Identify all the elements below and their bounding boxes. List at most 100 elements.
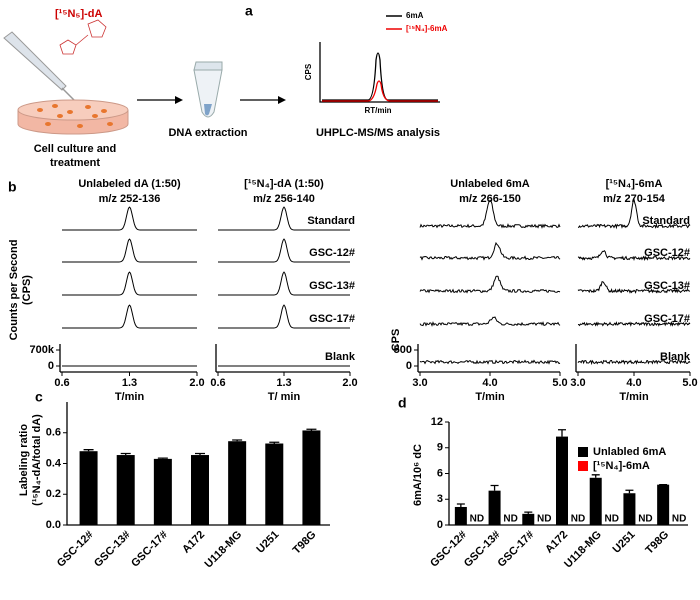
row-label: GSC-12# [309,247,355,259]
x-tick-label: 2.0 [342,377,357,389]
value-label: ND [638,514,652,525]
y-tick-label: 12 [431,416,443,428]
bar [488,490,501,525]
error-bar [456,503,465,507]
chart-title: m/z 270-154 [603,193,666,205]
x-tick-label: U251 [254,529,281,556]
y-tick-label: 3 [437,493,443,505]
panel-label: b [8,179,17,195]
error-bar [120,452,131,456]
axis [59,344,197,373]
x-tick-label: 0.6 [54,377,69,389]
step-label: UHPLC-MS/MS analysis [316,127,440,139]
value-label: ND [604,514,618,525]
error-bar [558,429,566,437]
chart-title: m/z 266-150 [459,193,521,205]
value-label: ND [571,514,585,525]
x-tick-label: 0.6 [210,377,225,389]
row-label: GSC-12# [644,247,690,259]
trace [419,275,561,294]
trace [419,241,561,261]
legend-swatch [578,461,588,471]
y-axis-label: CPS [390,329,402,352]
error-bar [195,452,205,456]
y-axis-label: 6mA/10⁶ dC [412,444,424,506]
error-bar [269,441,280,444]
chart-title: [¹⁵N₄]-6mA [606,178,663,190]
y-tick-label: 0.6 [46,427,61,439]
pipette [3,31,77,103]
x-tick-label: A172 [180,529,207,556]
value-label: ND [672,514,686,525]
panel-label: d [398,395,407,411]
culture-dish [17,99,129,135]
value-label: ND [503,514,517,525]
error-bar [83,449,94,452]
axis [417,344,560,373]
y-tick-label: 500 [394,344,412,356]
bar [116,455,135,525]
chart-title: m/z 252-136 [99,193,161,205]
x-tick-label: U118-MG [562,529,604,571]
panel-label: c [35,389,43,405]
error-bar [490,484,499,491]
bar [522,513,535,525]
x-axis-label: T/min [475,391,505,403]
chart-title: Unlabeled 6mA [450,178,530,190]
x-tick-label: 3.0 [412,377,427,389]
bar [153,458,172,525]
row-label: Standard [307,215,355,227]
row-label: GSC-17# [644,313,690,325]
x-tick-label: 5.0 [682,377,697,389]
y-axis-label: Counts per Second [8,240,20,341]
trace [218,271,350,296]
trace [218,238,350,263]
axis [575,344,690,373]
x-axis-label: T/ min [268,391,301,403]
bar [302,430,321,525]
trace [62,304,197,329]
trace [577,281,691,294]
x-tick-label: 4.0 [482,377,497,389]
y-tick-label: 0.4 [46,457,62,469]
y-axis-label: (CPS) [21,275,33,305]
x-tick-label: 4.0 [626,377,641,389]
legend-swatch [578,447,588,457]
error-bar [157,457,168,459]
trace [577,249,691,262]
row-label: GSC-13# [309,280,355,292]
x-axis-label: T/min [115,391,145,403]
trace [577,359,691,366]
axis [448,422,688,526]
arrow [137,96,183,104]
bar [589,477,602,525]
y-tick-label: 0 [48,360,54,372]
x-tick-label: T98G [643,529,671,557]
value-label: ND [537,514,551,525]
chart-title: m/z 256-140 [253,193,315,205]
bar [623,493,636,525]
error-bar [306,428,317,431]
x-tick-label: 3.0 [570,377,585,389]
step-label: DNA extraction [168,127,247,139]
chart-title: Unlabeled dA (1:50) [78,178,181,190]
y-tick-label: 0.2 [46,488,61,500]
bar [228,441,247,525]
error-bar [591,474,600,478]
y-tick-label: 0 [406,360,412,372]
x-tick-label: T98G [291,529,319,557]
legend-label: 6mA [406,11,424,20]
x-tick-label: U251 [611,529,638,556]
y-tick-label: 0 [437,519,443,531]
legend-label: [¹⁵N₄]-6mA [593,460,650,472]
x-tick-label: 2.0 [189,377,204,389]
row-label: Standard [642,215,690,227]
x-tick-label: GSC-12# [55,529,96,570]
step-label: treatment [50,157,100,169]
bar [191,455,209,525]
trace [62,238,197,263]
chart-title: [¹⁵N₄]-dA (1:50) [244,178,324,190]
bar [265,443,284,525]
bar [657,484,670,525]
y-tick-label: 6 [437,467,443,479]
